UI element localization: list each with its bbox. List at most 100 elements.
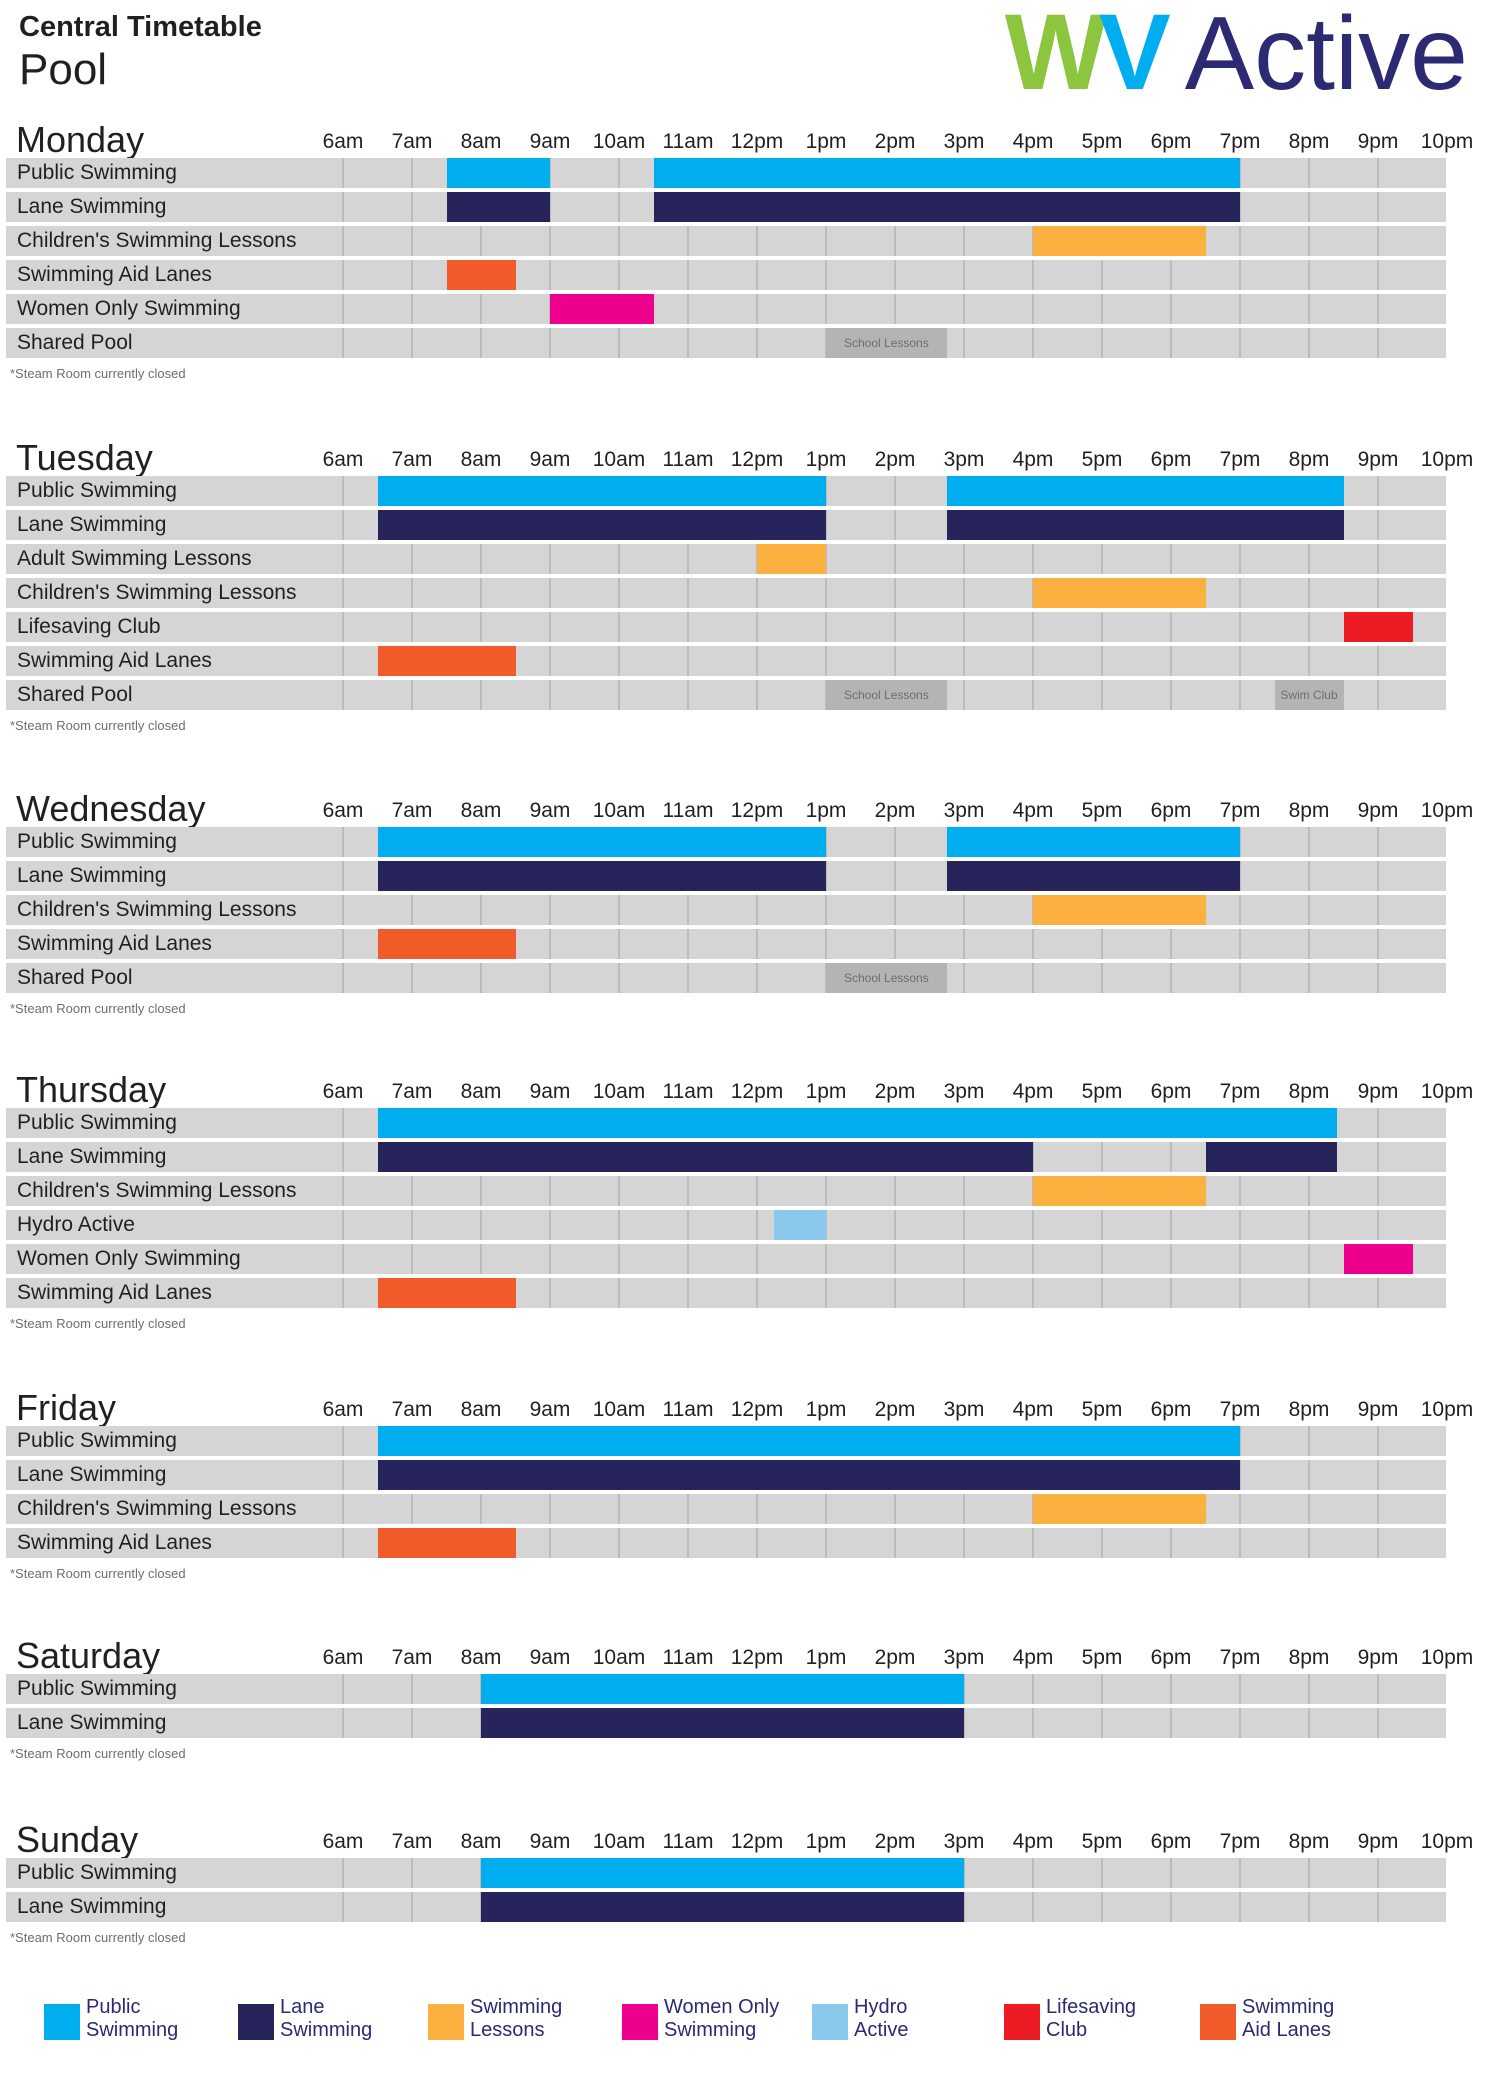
hour-gridline — [1308, 544, 1310, 574]
hour-gridline — [411, 226, 413, 256]
session-bar-lane — [377, 1142, 1033, 1172]
hour-label: 3pm — [943, 130, 985, 153]
hour-label: 10am — [592, 799, 646, 822]
timetable-title: Central Timetable — [19, 11, 262, 43]
hour-label: 9am — [529, 448, 571, 471]
hour-gridline — [756, 1278, 758, 1308]
hour-gridline — [342, 646, 344, 676]
hour-gridline — [1032, 1528, 1034, 1558]
legend-text: Hydro Active — [854, 1996, 908, 2042]
hour-label: 9pm — [1357, 799, 1399, 822]
hour-label: 8pm — [1288, 1080, 1330, 1103]
hour-gridline — [1101, 1528, 1103, 1558]
hour-gridline — [1101, 294, 1103, 324]
legend-line-1: Public — [86, 1996, 141, 2018]
schedule-row: Swimming Aid Lanes — [6, 1278, 1446, 1308]
hour-label: 2pm — [874, 448, 916, 471]
hour-gridline — [825, 578, 827, 608]
hour-gridline — [1032, 1708, 1034, 1738]
legend-text: Swimming Lessons — [470, 1996, 562, 2042]
hour-gridline — [618, 192, 620, 222]
hour-gridline — [894, 544, 896, 574]
hour-gridline — [1308, 963, 1310, 993]
hour-gridline — [1377, 1708, 1379, 1738]
hour-label: 1pm — [805, 448, 847, 471]
hour-gridline — [1101, 1892, 1103, 1922]
hour-gridline — [1308, 1460, 1310, 1490]
hour-gridline — [1170, 1858, 1172, 1888]
hour-gridline — [756, 226, 758, 256]
hour-gridline — [687, 963, 689, 993]
hour-gridline — [1239, 1244, 1241, 1274]
hour-gridline — [618, 1528, 620, 1558]
hour-label: 6pm — [1150, 448, 1192, 471]
hour-label: 6am — [322, 1080, 364, 1103]
hour-gridline — [1308, 260, 1310, 290]
schedule-row: Public Swimming — [6, 1674, 1446, 1704]
activity-label: Public Swimming — [17, 1677, 177, 1700]
hour-label: 8am — [460, 1398, 502, 1421]
activity-label: Children's Swimming Lessons — [17, 1497, 297, 1520]
hour-gridline — [687, 680, 689, 710]
schedule-row: Shared Pool School Lessons Swim Club — [6, 680, 1446, 710]
hour-gridline — [342, 328, 344, 358]
hour-gridline — [342, 1460, 344, 1490]
hour-gridline — [1377, 1142, 1379, 1172]
hour-gridline — [480, 680, 482, 710]
hour-label: 7am — [391, 130, 433, 153]
hour-label: 11am — [662, 1080, 714, 1103]
hour-gridline — [549, 226, 551, 256]
schedule-row: Shared Pool School Lessons — [6, 328, 1446, 358]
hour-gridline — [825, 226, 827, 256]
hour-gridline — [411, 578, 413, 608]
activity-label: Public Swimming — [17, 479, 177, 502]
hour-label: 3pm — [943, 799, 985, 822]
hour-label: 5pm — [1081, 130, 1123, 153]
hour-gridline — [342, 1708, 344, 1738]
day-name: Monday — [16, 119, 145, 160]
legend-item-lessons: Swimming Lessons — [428, 1996, 562, 2042]
hour-gridline — [1239, 1460, 1241, 1490]
hour-gridline — [411, 1210, 413, 1240]
hour-gridline — [894, 861, 896, 891]
activity-label: Swimming Aid Lanes — [17, 1281, 212, 1304]
activity-label: Lane Swimming — [17, 864, 167, 887]
hour-label: 6pm — [1150, 1398, 1192, 1421]
hour-label: 9am — [529, 1398, 571, 1421]
hour-label: 7am — [391, 448, 433, 471]
session-bar-public — [377, 1426, 1240, 1456]
legend-swatch — [812, 2004, 848, 2040]
hour-gridline — [1377, 1858, 1379, 1888]
hour-gridline — [1239, 192, 1241, 222]
steam-room-footnote: *Steam Room currently closed — [10, 1001, 186, 1016]
hour-gridline — [1377, 1426, 1379, 1456]
session-bar-lane — [446, 192, 550, 222]
hour-gridline — [618, 612, 620, 642]
hour-gridline — [1170, 1708, 1172, 1738]
hour-gridline — [963, 1494, 965, 1524]
hour-gridline — [687, 1244, 689, 1274]
hour-gridline — [618, 1494, 620, 1524]
hour-label: 6am — [322, 130, 364, 153]
hour-gridline — [894, 1278, 896, 1308]
steam-room-footnote: *Steam Room currently closed — [10, 1316, 186, 1331]
hour-gridline — [549, 646, 551, 676]
hour-label: 10pm — [1420, 1080, 1474, 1103]
hour-label: 8am — [460, 799, 502, 822]
hour-gridline — [1377, 1674, 1379, 1704]
hour-gridline — [1101, 646, 1103, 676]
hour-gridline — [411, 1708, 413, 1738]
hour-gridline — [756, 328, 758, 358]
hour-gridline — [963, 1892, 965, 1922]
hour-label: 7pm — [1219, 1080, 1261, 1103]
logo-letter-v: V — [1098, 0, 1171, 112]
hour-gridline — [963, 1278, 965, 1308]
hour-gridline — [342, 963, 344, 993]
schedule-row: Adult Swimming Lessons — [6, 544, 1446, 574]
hour-gridline — [342, 260, 344, 290]
hour-gridline — [1308, 226, 1310, 256]
schedule-row: Public Swimming — [6, 1108, 1446, 1138]
hour-gridline — [342, 1142, 344, 1172]
hour-gridline — [756, 578, 758, 608]
hour-gridline — [1377, 963, 1379, 993]
